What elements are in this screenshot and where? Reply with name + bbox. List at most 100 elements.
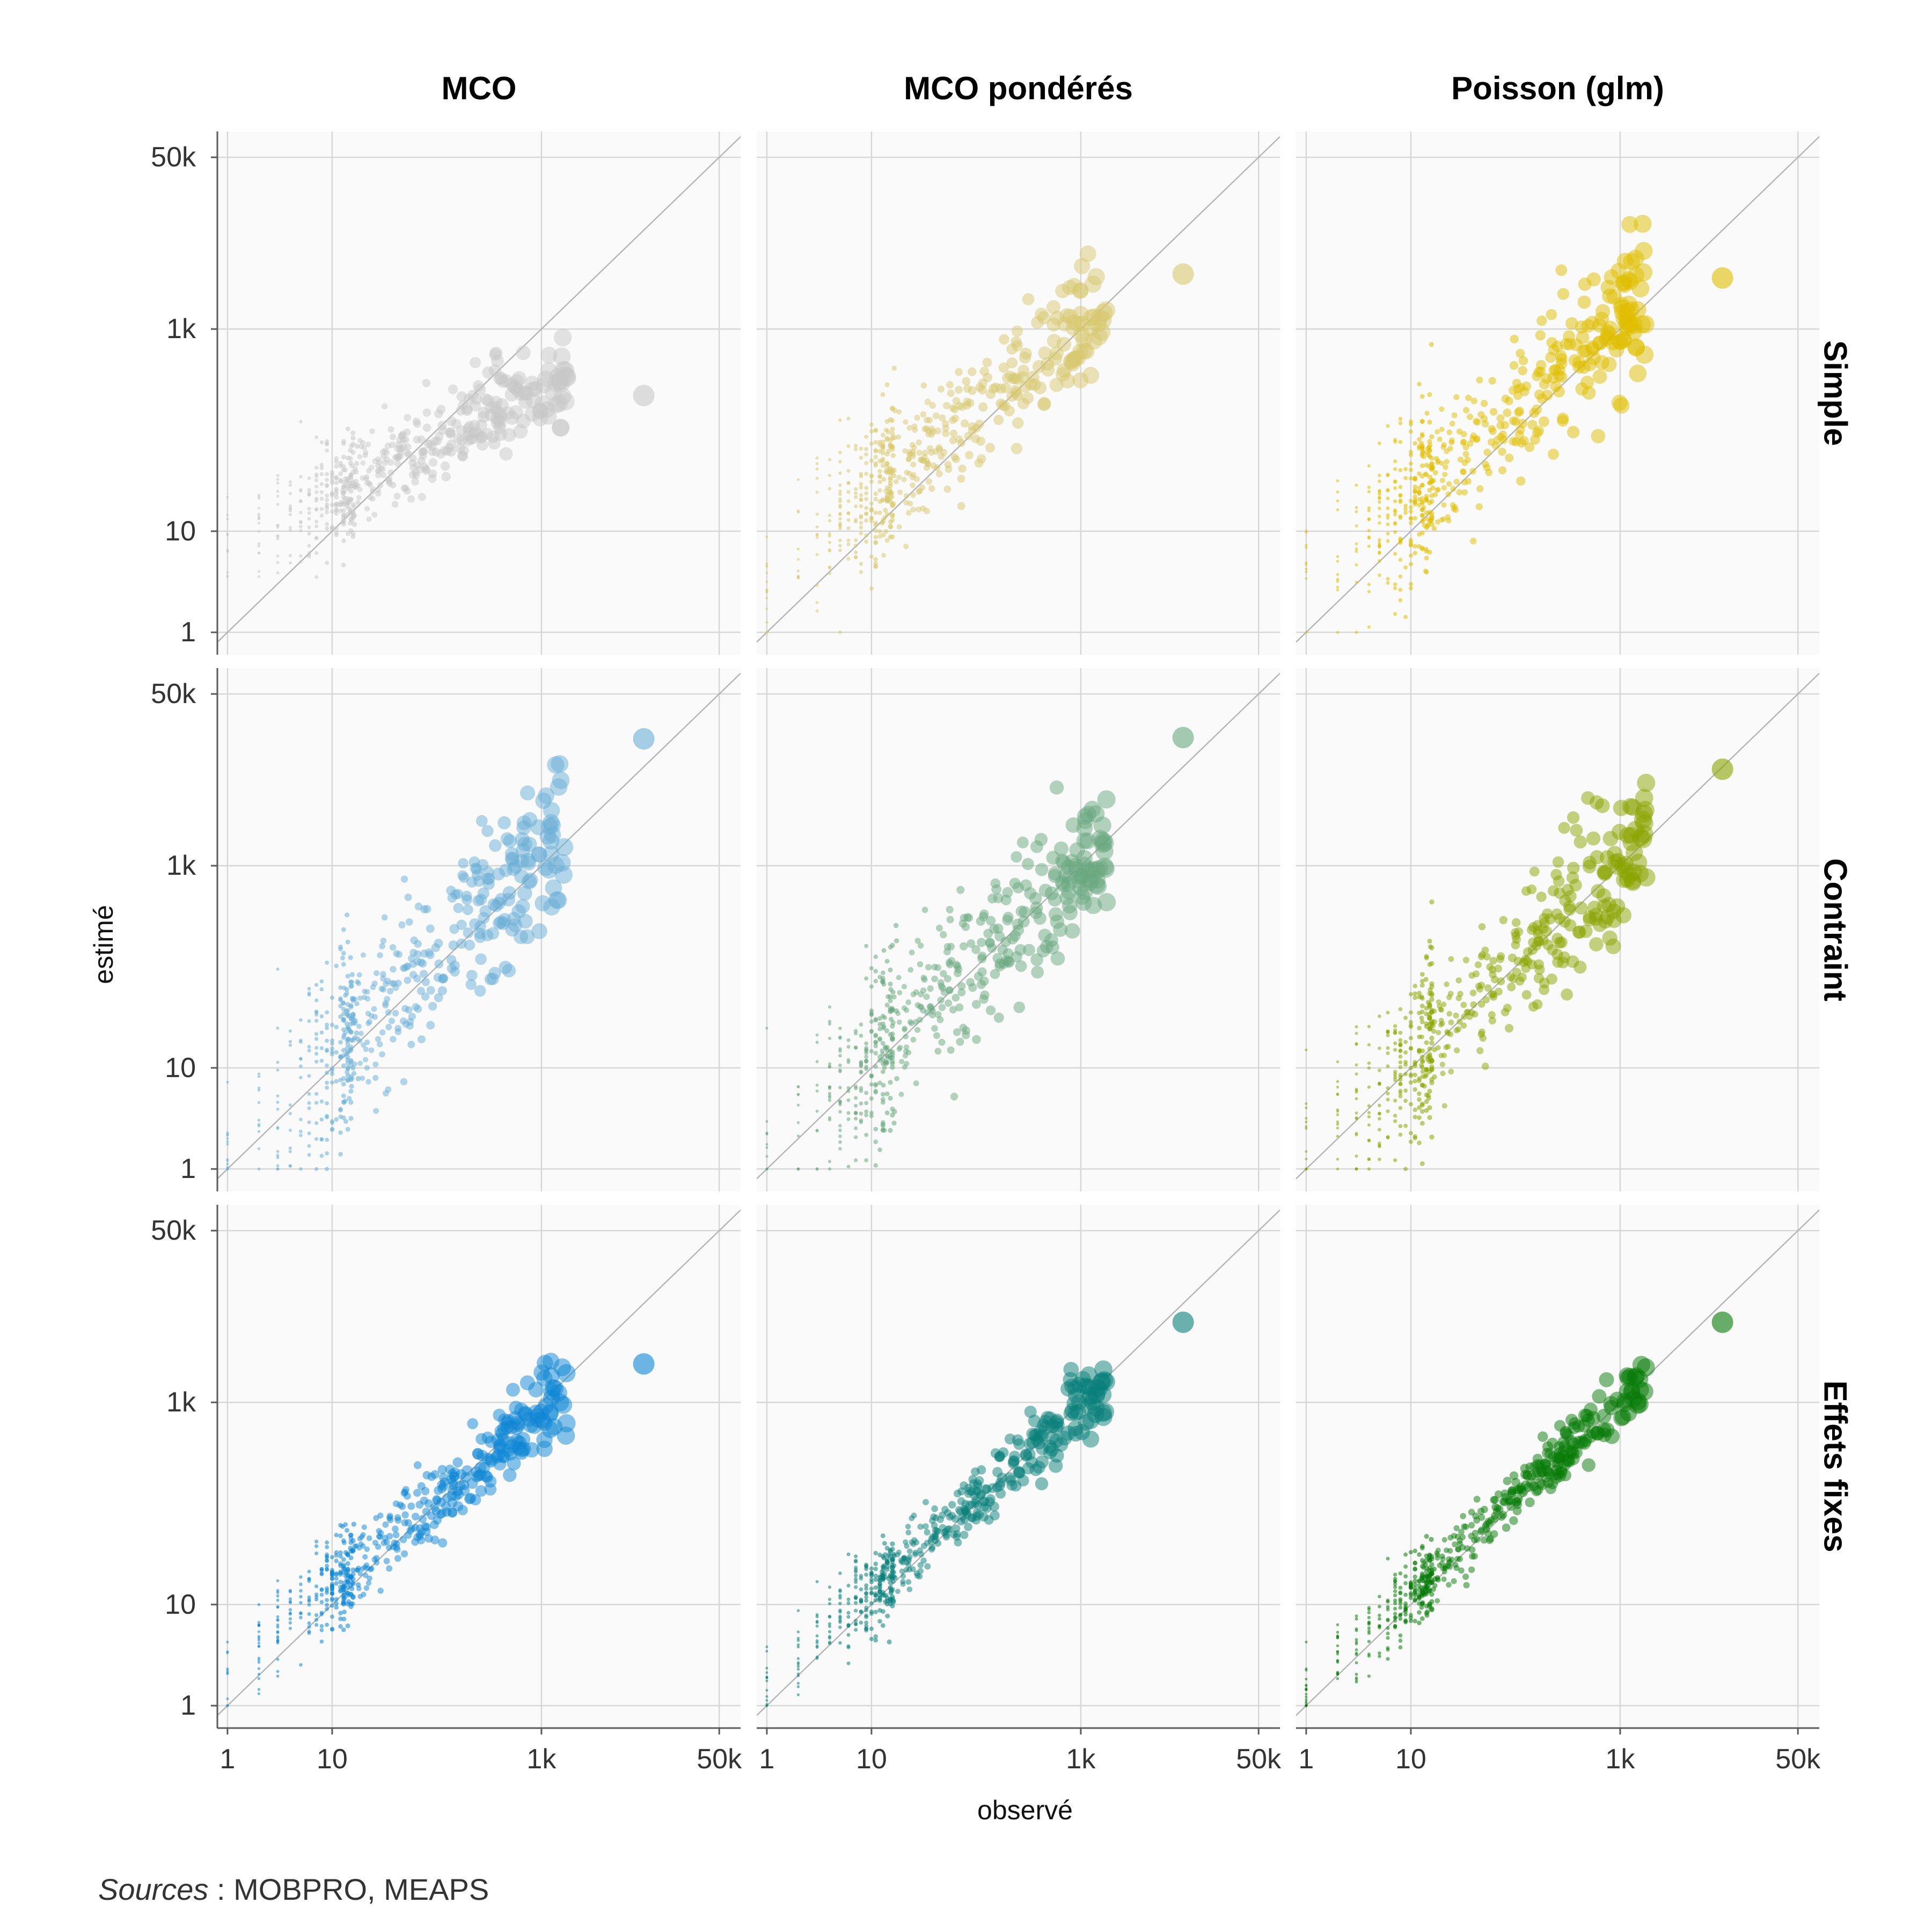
data-point	[276, 1674, 280, 1678]
data-point	[969, 1479, 978, 1488]
data-point	[334, 475, 339, 481]
data-point	[859, 1101, 863, 1106]
data-point	[971, 1496, 980, 1505]
data-point	[307, 1595, 311, 1599]
data-point	[1033, 1436, 1046, 1450]
data-point	[1457, 456, 1464, 463]
data-point	[1393, 1048, 1397, 1052]
data-point	[376, 459, 383, 465]
data-point	[880, 1097, 885, 1102]
data-point	[226, 1133, 229, 1136]
data-point	[307, 507, 311, 511]
data-point	[516, 345, 531, 361]
data-point	[288, 1597, 292, 1601]
data-point	[1446, 1011, 1452, 1017]
data-point	[1429, 899, 1435, 905]
data-point	[1463, 1582, 1470, 1589]
data-point	[796, 547, 800, 551]
data-point	[349, 517, 355, 523]
data-point	[1408, 1131, 1413, 1136]
data-point	[1446, 429, 1453, 435]
data-point	[1520, 955, 1531, 964]
data-point	[864, 434, 868, 439]
data-point	[869, 984, 874, 989]
data-point	[338, 1611, 343, 1616]
data-point	[1429, 1035, 1435, 1041]
data-point	[226, 517, 229, 521]
data-point	[890, 1059, 895, 1064]
data-point	[796, 1667, 800, 1671]
data-point	[307, 1044, 311, 1049]
data-point	[314, 1544, 319, 1548]
data-point	[877, 479, 882, 485]
data-point	[1305, 1127, 1308, 1130]
data-point	[877, 449, 882, 454]
data-point	[330, 1596, 334, 1601]
data-point	[955, 385, 963, 394]
data-point	[967, 939, 976, 948]
data-point	[864, 511, 868, 516]
data-point	[351, 1521, 356, 1527]
data-point	[319, 440, 324, 445]
data-point	[910, 462, 917, 468]
data-point	[1458, 1528, 1465, 1535]
data-point	[873, 1609, 878, 1614]
data-point	[854, 519, 858, 524]
data-point	[864, 943, 868, 948]
data-point	[894, 1076, 899, 1081]
data-point	[1430, 485, 1436, 491]
data-point	[888, 1128, 893, 1133]
data-point	[864, 506, 868, 510]
data-point	[1612, 333, 1629, 350]
data-point	[890, 503, 895, 508]
source-text: : MOBPRO, MEAPS	[208, 1872, 489, 1906]
data-point	[334, 1117, 339, 1122]
data-point	[276, 1623, 280, 1627]
data-point	[873, 1574, 878, 1578]
data-point	[257, 1688, 261, 1691]
data-point	[906, 1586, 913, 1592]
data-point	[1424, 569, 1429, 575]
data-point	[350, 1017, 356, 1022]
data-point	[338, 1533, 343, 1538]
data-point	[1398, 1043, 1403, 1048]
data-point	[1523, 947, 1533, 957]
data-point	[325, 472, 329, 477]
data-point	[1355, 524, 1358, 528]
data-point	[1393, 522, 1397, 526]
data-point	[1413, 494, 1417, 499]
data-point	[338, 1550, 343, 1555]
data-point	[360, 440, 365, 445]
data-point	[553, 854, 571, 872]
data-point	[877, 474, 882, 479]
data-point	[1393, 1041, 1397, 1045]
data-point	[330, 1046, 334, 1051]
data-point	[953, 1028, 961, 1036]
data-point	[473, 380, 485, 392]
data-point	[226, 1697, 229, 1700]
data-point	[441, 472, 451, 482]
data-point	[428, 1001, 437, 1011]
data-point	[349, 1084, 354, 1089]
data-point	[1367, 1043, 1371, 1046]
data-point	[1393, 552, 1397, 556]
data-point	[890, 1106, 895, 1112]
data-point	[389, 441, 396, 449]
data-point	[1355, 542, 1358, 546]
data-point	[972, 1000, 981, 1009]
data-point	[421, 978, 430, 986]
data-point	[1305, 561, 1308, 565]
data-point	[1429, 1019, 1435, 1024]
data-point	[1529, 866, 1540, 877]
data-point	[1012, 1434, 1024, 1446]
data-point	[765, 591, 769, 594]
data-point	[299, 1167, 303, 1171]
data-point	[917, 1524, 924, 1530]
data-point	[921, 976, 928, 983]
data-point	[873, 1018, 878, 1023]
data-point	[918, 1004, 925, 1011]
data-point	[864, 1620, 868, 1625]
data-point	[905, 1556, 912, 1562]
data-point	[933, 1527, 941, 1534]
data-point	[411, 478, 419, 486]
